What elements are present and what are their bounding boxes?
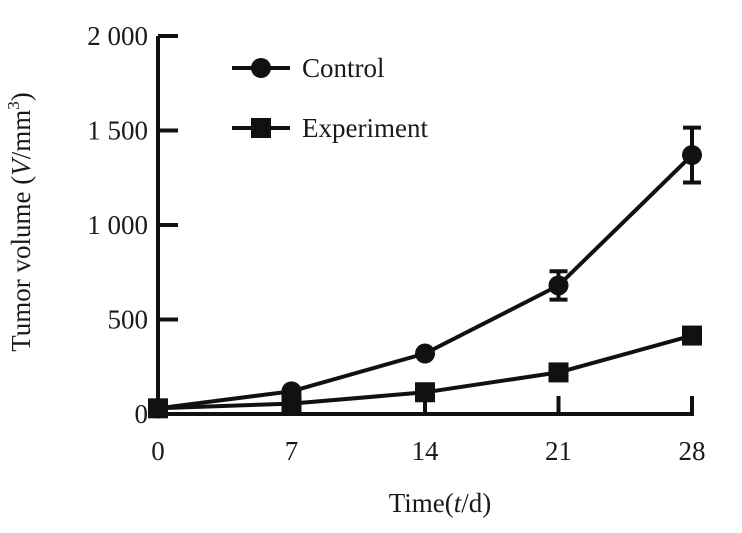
legend-label-control: Control bbox=[302, 53, 385, 83]
data-point-experiment bbox=[415, 382, 435, 403]
data-point-experiment bbox=[148, 398, 168, 419]
x-axis-title: Time(t/d) bbox=[389, 488, 492, 518]
legend-item-experiment: Experiment bbox=[232, 113, 428, 143]
y-tick-label: 2 000 bbox=[87, 21, 148, 51]
data-point-experiment bbox=[281, 393, 302, 414]
x-tick-label: 7 bbox=[285, 436, 299, 466]
x-tick-label: 28 bbox=[679, 436, 706, 466]
data-point-control bbox=[415, 343, 435, 364]
x-tick-label: 14 bbox=[412, 436, 440, 466]
legend-label-experiment: Experiment bbox=[302, 113, 428, 143]
legend-item-control: Control bbox=[232, 53, 385, 83]
legend: Control Experiment bbox=[232, 53, 428, 143]
series-layer bbox=[148, 125, 702, 419]
y-tick-label: 500 bbox=[108, 305, 149, 335]
series-experiment bbox=[148, 325, 702, 419]
y-ticks: 0 500 1 000 1 500 2 000 bbox=[87, 21, 178, 429]
y-tick-label: 1 500 bbox=[87, 116, 148, 146]
data-point-control bbox=[548, 275, 569, 296]
legend-marker-experiment bbox=[251, 118, 271, 138]
data-point-experiment bbox=[682, 325, 702, 346]
y-axis-title: Tumor volume (V/mm3) bbox=[4, 92, 36, 352]
data-point-experiment bbox=[548, 362, 569, 383]
y-tick-label: 1 000 bbox=[87, 210, 148, 240]
x-tick-label: 21 bbox=[545, 436, 572, 466]
x-tick-label: 0 bbox=[151, 436, 165, 466]
series-line-control bbox=[157, 153, 694, 411]
legend-marker-control bbox=[251, 58, 271, 78]
series-control bbox=[148, 125, 702, 419]
y-tick-label: 0 bbox=[135, 399, 149, 429]
data-point-control bbox=[682, 145, 702, 166]
x-ticks: 0 7 14 21 28 bbox=[151, 396, 706, 466]
